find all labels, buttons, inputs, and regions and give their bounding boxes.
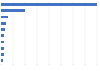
Bar xyxy=(1,53,4,56)
Bar xyxy=(1,22,6,25)
Bar xyxy=(1,59,3,62)
Bar xyxy=(1,16,8,18)
Bar xyxy=(1,9,25,12)
Bar xyxy=(1,28,5,31)
Bar xyxy=(1,41,4,43)
Bar xyxy=(1,3,97,6)
Bar xyxy=(1,34,4,37)
Bar xyxy=(1,47,4,50)
